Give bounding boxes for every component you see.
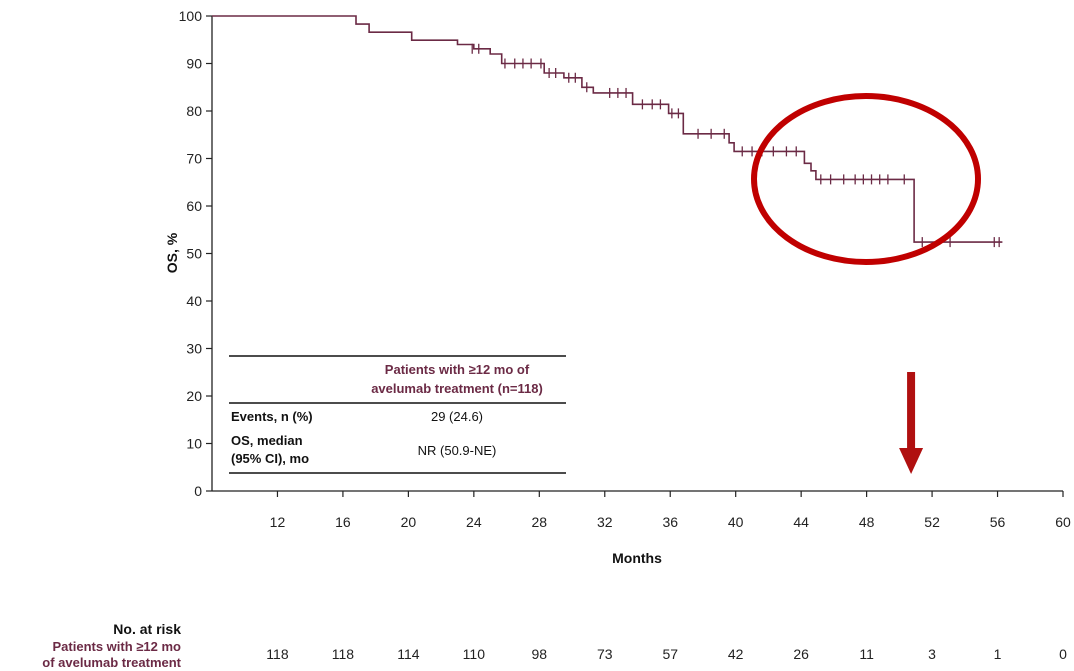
y-tick-label: 60 (186, 198, 202, 214)
x-tick-label: 44 (793, 514, 809, 530)
highlight-ellipse (751, 93, 981, 265)
at-risk-count: 118 (266, 646, 289, 662)
x-tick-label: 40 (728, 514, 744, 530)
summary-table: Patients with ≥12 mo of avelumab treatme… (229, 355, 566, 474)
arrow-head (899, 448, 924, 474)
at-risk-count: 114 (397, 646, 420, 662)
at-risk-count: 3 (928, 646, 936, 662)
y-axis-title: OS, % (164, 232, 180, 273)
table-row1-value: 29 (24.6) (431, 409, 483, 424)
at-risk-count: 118 (332, 646, 355, 662)
table-row2-value: NR (50.9-NE) (418, 443, 497, 458)
table-row2-label-line1: OS, median (231, 433, 303, 448)
at-risk-count: 110 (463, 646, 486, 662)
x-tick-label: 16 (335, 514, 351, 530)
x-tick-label: 48 (859, 514, 875, 530)
down-arrow-annotation (899, 372, 924, 474)
km-curve-series (212, 15, 1003, 243)
at-risk-count: 11 (859, 646, 874, 662)
at-risk-count: 57 (662, 646, 678, 662)
y-tick-label: 20 (186, 388, 202, 404)
x-axis-title: Months (612, 550, 662, 566)
at-risk-count: 26 (793, 646, 809, 662)
x-tick-label: 56 (990, 514, 1006, 530)
at-risk-count: 42 (728, 646, 744, 662)
y-tick-label: 70 (186, 151, 202, 167)
y-tick-label: 10 (186, 436, 202, 452)
x-tick-label: 12 (270, 514, 286, 530)
x-tick-label: 60 (1055, 514, 1071, 530)
y-tick-label: 80 (186, 103, 202, 119)
x-tick-label: 52 (924, 514, 940, 530)
at-risk-count: 1 (994, 646, 1002, 662)
y-tick-label: 90 (186, 56, 202, 72)
x-tick-label: 32 (597, 514, 613, 530)
survival-curve-layer (212, 15, 1003, 243)
at-risk-counts: 118 118 114 110 98 73 57 42 26 11 3 1 0 (266, 646, 1067, 662)
y-tick-label: 0 (194, 483, 202, 499)
x-tick-label: 28 (532, 514, 548, 530)
x-tick-label: 36 (662, 514, 678, 530)
x-axis-ticks: 12 16 20 24 28 32 36 40 44 48 52 56 60 (270, 491, 1071, 530)
at-risk-series-label-line2: of avelumab treatment (42, 655, 181, 670)
censor-marks (471, 43, 1000, 248)
y-tick-label: 50 (186, 246, 202, 262)
table-row1-label: Events, n (%) (231, 409, 313, 424)
y-axis-ticks: 0 10 20 30 40 50 60 70 80 90 100 (179, 8, 212, 499)
table-header-line1: Patients with ≥12 mo of (385, 362, 530, 377)
at-risk-header: No. at risk (113, 621, 181, 637)
table-row2-label-line2: (95% CI), mo (231, 451, 309, 466)
y-tick-label: 100 (179, 8, 203, 24)
y-tick-label: 40 (186, 293, 202, 309)
x-tick-label: 24 (466, 514, 482, 530)
y-tick-label: 30 (186, 341, 202, 357)
axes (211, 16, 1063, 492)
table-header-line2: avelumab treatment (n=118) (371, 381, 543, 396)
at-risk-count: 0 (1059, 646, 1067, 662)
at-risk-count: 73 (597, 646, 613, 662)
at-risk-series-label-line1: Patients with ≥12 mo (53, 639, 182, 654)
at-risk-count: 98 (532, 646, 548, 662)
x-tick-label: 20 (401, 514, 417, 530)
